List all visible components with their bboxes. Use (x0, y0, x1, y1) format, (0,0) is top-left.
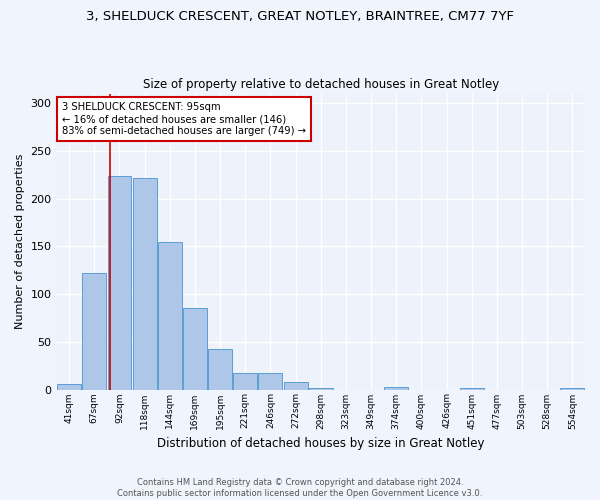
Bar (309, 388, 333, 390)
Bar (233, 374, 257, 390)
Bar (460, 388, 484, 390)
Bar (82, 273, 106, 390)
Text: 3 SHELDUCK CRESCENT: 95sqm
← 16% of detached houses are smaller (146)
83% of sem: 3 SHELDUCK CRESCENT: 95sqm ← 16% of deta… (62, 102, 306, 136)
Text: Contains HM Land Registry data © Crown copyright and database right 2024.
Contai: Contains HM Land Registry data © Crown c… (118, 478, 482, 498)
Bar (183, 308, 207, 390)
Bar (57, 384, 81, 390)
Bar (158, 242, 182, 390)
X-axis label: Distribution of detached houses by size in Great Notley: Distribution of detached houses by size … (157, 437, 485, 450)
Title: Size of property relative to detached houses in Great Notley: Size of property relative to detached ho… (143, 78, 499, 91)
Bar (259, 374, 283, 390)
Bar (133, 178, 157, 390)
Y-axis label: Number of detached properties: Number of detached properties (15, 154, 25, 329)
Bar (208, 350, 232, 390)
Bar (284, 382, 308, 390)
Bar (385, 386, 408, 390)
Bar (107, 176, 131, 390)
Text: 3, SHELDUCK CRESCENT, GREAT NOTLEY, BRAINTREE, CM77 7YF: 3, SHELDUCK CRESCENT, GREAT NOTLEY, BRAI… (86, 10, 514, 23)
Bar (560, 388, 584, 390)
